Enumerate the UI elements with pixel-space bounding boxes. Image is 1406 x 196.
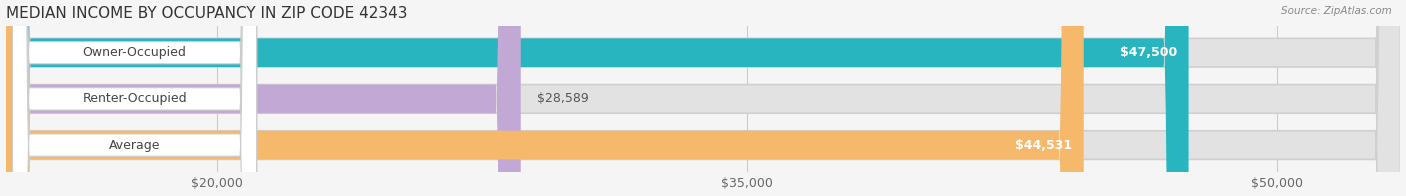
Text: Source: ZipAtlas.com: Source: ZipAtlas.com xyxy=(1281,6,1392,16)
FancyBboxPatch shape xyxy=(13,0,257,196)
FancyBboxPatch shape xyxy=(6,0,1400,196)
Text: Average: Average xyxy=(108,139,160,152)
FancyBboxPatch shape xyxy=(6,0,520,196)
Text: MEDIAN INCOME BY OCCUPANCY IN ZIP CODE 42343: MEDIAN INCOME BY OCCUPANCY IN ZIP CODE 4… xyxy=(6,5,408,21)
Text: $44,531: $44,531 xyxy=(1015,139,1073,152)
Text: Renter-Occupied: Renter-Occupied xyxy=(83,92,187,105)
FancyBboxPatch shape xyxy=(6,0,1188,196)
Text: $47,500: $47,500 xyxy=(1121,46,1177,59)
FancyBboxPatch shape xyxy=(13,0,257,196)
FancyBboxPatch shape xyxy=(6,0,1400,196)
FancyBboxPatch shape xyxy=(6,0,1084,196)
FancyBboxPatch shape xyxy=(13,0,257,196)
FancyBboxPatch shape xyxy=(6,0,1400,196)
Text: $28,589: $28,589 xyxy=(537,92,589,105)
Text: Owner-Occupied: Owner-Occupied xyxy=(83,46,187,59)
